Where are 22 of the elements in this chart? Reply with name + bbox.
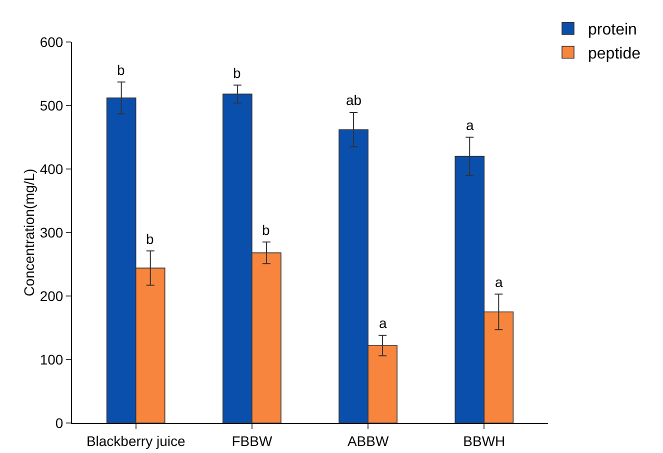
x-tick-label: ABBW (347, 432, 390, 449)
x-tick-label: FBBW (232, 432, 273, 449)
x-tick-label: Blackberry juice (86, 432, 186, 449)
y-tick-label: 400 (40, 160, 64, 177)
y-tick-label: 600 (40, 34, 64, 50)
annotation: b (117, 62, 125, 78)
legend-label: peptide (588, 45, 641, 62)
annotation: b (262, 222, 270, 238)
y-tick-label: 200 (40, 288, 64, 304)
y-tick-label: 100 (40, 351, 64, 368)
y-tick-label: 300 (40, 224, 64, 240)
legend-label: protein (588, 22, 637, 39)
annotation: ab (346, 92, 362, 108)
annotation: a (495, 274, 503, 290)
annotation: b (146, 231, 154, 247)
x-tick-label: BBWH (463, 432, 506, 449)
y-tick-label: 0 (55, 414, 64, 431)
y-tick-label: 500 (40, 97, 64, 114)
annotation: a (466, 117, 474, 133)
annotation: b (233, 65, 241, 81)
annotation: a (379, 315, 387, 331)
y-axis-title: Concentration(mg/L) (21, 168, 37, 296)
